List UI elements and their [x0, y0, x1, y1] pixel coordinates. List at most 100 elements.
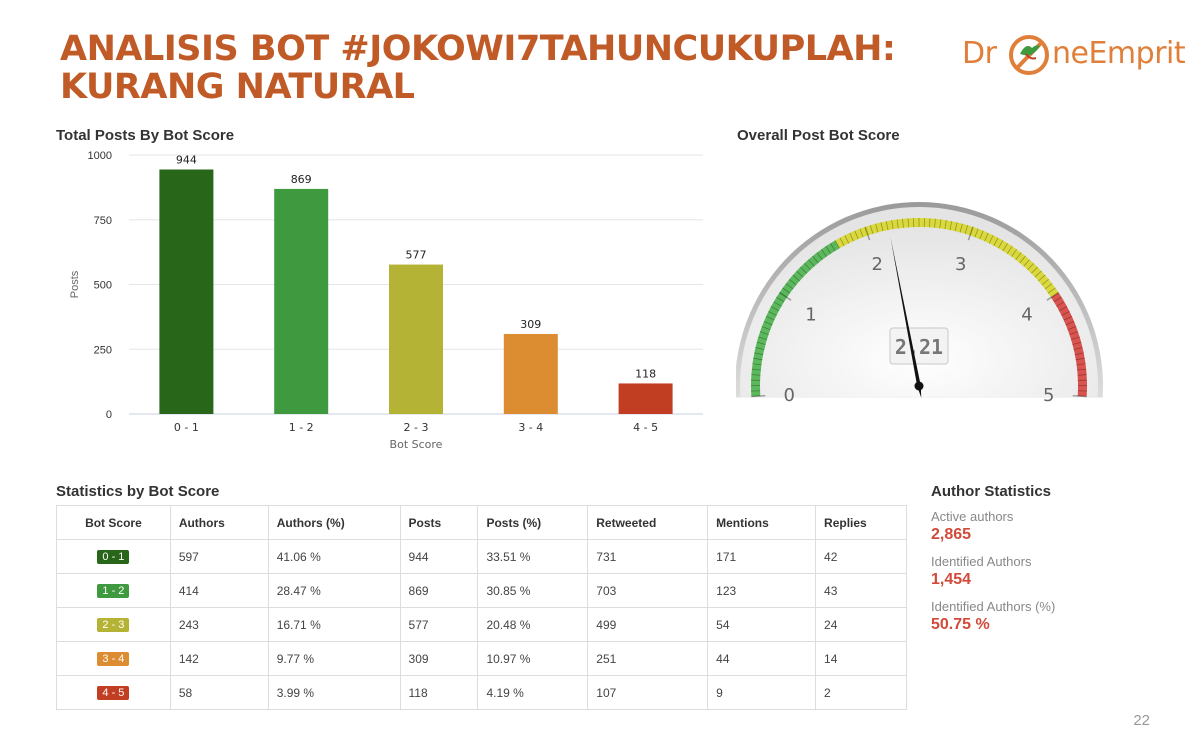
gauge-tick-label: 2: [872, 254, 883, 275]
gauge-tick: [949, 221, 953, 231]
gauge-tick: [765, 316, 775, 321]
gauge-tick: [751, 394, 766, 398]
gauge-tick: [825, 246, 832, 254]
x-tick-label: 4 - 5: [633, 421, 658, 434]
table-cell: 731: [587, 539, 709, 574]
gauge-band: [751, 240, 840, 397]
gauge-tick: [1053, 296, 1062, 303]
gauge-tick-label: 3: [955, 254, 966, 275]
gauge-tick: [998, 240, 1004, 249]
gauge-tick: [1047, 287, 1056, 294]
gauge-tick: [1046, 291, 1059, 301]
gauge-tick: [1044, 283, 1053, 290]
gauge-tick: [1006, 246, 1013, 254]
gauge-chart: 0 1 2 3 4 5 2.21: [736, 202, 1103, 406]
x-tick-label: 0 - 1: [174, 421, 199, 434]
gauge-tick: [944, 220, 947, 230]
author-statistics: Author Statistics Active authors 2,865 I…: [931, 483, 1171, 644]
page-title-line-1: ANALISIS BOT #JOKOWI7TAHUNCUKUPLAH:: [60, 29, 896, 69]
gauge-tick: [1041, 278, 1049, 286]
gauge-tick: [934, 218, 936, 228]
table-cell: 16.71 %: [267, 607, 401, 642]
gauge-tick: [1065, 321, 1075, 326]
gauge-tick: [752, 363, 762, 366]
table-cell: 171: [707, 539, 817, 574]
table-cell: 309: [399, 641, 479, 676]
gauge-tick: [844, 235, 850, 244]
gauge-tick: [1077, 368, 1087, 371]
gauge-tick: [1070, 336, 1080, 340]
gauge-tick: [885, 221, 889, 231]
gauge-tick: [875, 223, 879, 233]
gauge-tick: [782, 287, 791, 294]
gauge-tick: [1002, 243, 1008, 252]
stats-table: Bot Score Authors Authors (%) Posts Posts (%…: [56, 505, 907, 710]
bot-score-badge: 0 - 1: [97, 550, 130, 564]
bar: [503, 333, 558, 414]
y-axis-label: Posts: [69, 270, 81, 298]
table-cell: 118: [399, 675, 479, 710]
table-cell: 20.48 %: [477, 607, 589, 642]
table-cell: 24: [815, 607, 907, 642]
bar-value-label: 309: [520, 318, 541, 331]
table-row: 4 - 5 58 3.99 % 118 4.19 % 107 9 2: [56, 675, 907, 710]
logo-text-left: Dr: [962, 36, 997, 71]
gauge-tick: [751, 374, 761, 376]
drone-emprit-logo: Dr neEmprit: [962, 30, 1186, 82]
gauge-tick: [1067, 326, 1077, 331]
gauge-tick: [929, 218, 931, 228]
gauge-tick: [984, 232, 989, 242]
x-tick-label: 2 - 3: [404, 421, 429, 434]
gauge-tick: [1072, 394, 1087, 398]
gauge-tick: [756, 341, 766, 345]
table-cell: 54: [707, 607, 817, 642]
gauge-tick: [753, 357, 763, 361]
gauge-tick: [785, 283, 794, 290]
gauge-tick: [763, 321, 773, 326]
table-cell: 414: [169, 573, 269, 608]
column-header: Bot Score: [56, 505, 171, 540]
table-cell: 3.99 %: [267, 675, 401, 710]
table-row: 3 - 4 142 9.77 % 309 10.97 % 251 44 14: [56, 641, 907, 676]
page-number: 22: [1133, 712, 1150, 729]
bar-chart-title: Total Posts By Bot Score: [56, 127, 235, 144]
y-tick-label: 250: [94, 344, 112, 356]
table-cell: 30.85 %: [477, 573, 589, 608]
gauge-tick-label: 1: [805, 305, 816, 326]
gauge-tick: [816, 252, 823, 260]
page-title-line-2: KURANG NATURAL: [60, 67, 415, 107]
table-cell: 28.47 %: [267, 573, 401, 608]
stat-value: 1,454: [931, 571, 972, 588]
table-cell: 33.51 %: [477, 539, 589, 574]
table-cell: 123: [707, 573, 817, 608]
gauge-tick: [891, 220, 894, 230]
gauge-tick: [859, 228, 864, 238]
table-cell: 869: [399, 573, 479, 608]
table-cell: 2: [815, 675, 907, 710]
gauge-tick: [808, 259, 815, 267]
table-cell: 577: [399, 607, 479, 642]
stat-active-authors: Active authors 2,865: [931, 509, 1171, 544]
bar-value-label: 118: [635, 367, 656, 380]
bot-score-cell: 0 - 1: [56, 539, 171, 574]
gauge-tick: [1056, 301, 1065, 307]
gauge-tick: [1076, 363, 1086, 366]
x-tick-label: 1 - 2: [289, 421, 314, 434]
table-cell: 43: [815, 573, 907, 608]
bar: [274, 188, 329, 414]
bar-value-label: 869: [291, 173, 312, 186]
y-tick-label: 500: [94, 280, 112, 292]
table-cell: 142: [169, 641, 269, 676]
column-header: Mentions: [707, 505, 817, 540]
gauge-value-box: [889, 327, 949, 365]
gauge-face: [740, 207, 1098, 398]
gauge-tick: [1011, 249, 1018, 257]
gauge-tick: [988, 235, 994, 244]
gauge-tick: [967, 226, 974, 241]
table-cell: 41.06 %: [267, 539, 401, 574]
gauge-tick: [854, 230, 859, 240]
stat-identified-authors: Identified Authors 1,454: [931, 554, 1171, 589]
table-cell: 703: [587, 573, 709, 608]
gauge-tick: [1074, 352, 1084, 355]
gauge-needle-pivot: [914, 381, 924, 391]
